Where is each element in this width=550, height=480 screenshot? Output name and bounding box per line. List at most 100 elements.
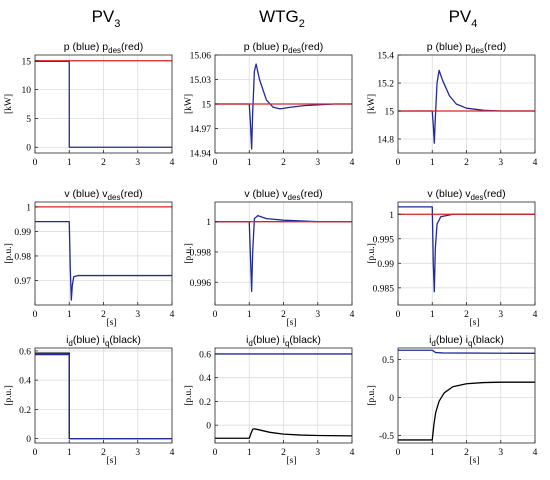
x-tick-label: 0 xyxy=(213,448,218,458)
panel-title-subscript: des xyxy=(471,193,484,202)
panel-title-text: (red) xyxy=(300,188,322,200)
x-tick-label: 0 xyxy=(396,158,401,168)
y-tick-label: 0.995 xyxy=(373,235,395,245)
x-tick-label: 3 xyxy=(135,310,140,320)
series-group xyxy=(215,63,352,150)
chart-panel-8: 0 1 2 3 4 0 0.2 0.4 0.6 id(blue) iq(black) [p.u.] [… xyxy=(184,334,355,466)
y-tick-label: 0 xyxy=(389,394,394,404)
y-axis-label: [p.u.] xyxy=(367,385,377,406)
x-tick-label: 2 xyxy=(281,158,286,168)
panel-title-text: (black) xyxy=(472,334,504,346)
y-tick-label: 0.6 xyxy=(19,347,31,357)
x-tick-label: 3 xyxy=(135,158,140,168)
series-group xyxy=(215,353,352,439)
x-tick-label: 2 xyxy=(101,158,106,168)
x-tick-label: 1 xyxy=(67,158,72,168)
y-tick-label: 0.4 xyxy=(19,377,31,387)
x-tick-label: 3 xyxy=(315,310,320,320)
panel-title-subscript: des xyxy=(471,46,484,55)
x-tick-label: 1 xyxy=(247,448,252,458)
y-axis-label: [kW] xyxy=(184,94,194,114)
panel-title-text: (red) xyxy=(301,41,323,53)
panel-title-subscript: des xyxy=(288,193,301,202)
y-tick-label: 0.996 xyxy=(190,279,212,289)
panel-title: p (blue) pdes(red) xyxy=(427,41,506,55)
panel-title-text: v (blue) v xyxy=(64,188,108,200)
x-tick-label: 1 xyxy=(67,310,72,320)
chart-panel-5: 0 1 2 3 4 0.996 0.998 1 v (blue) vdes(red) [p.u.]… xyxy=(184,188,355,328)
chart-panel-1: 0 1 2 3 4 0 5 10 15 p (blue) pdes(red) [kW] xyxy=(4,41,175,168)
y-tick-label: 10 xyxy=(22,86,32,96)
panel-title-text: (red) xyxy=(120,188,142,200)
column-title-3: PV4 xyxy=(449,7,478,30)
x-tick-label: 2 xyxy=(281,310,286,320)
series-line-1 xyxy=(35,220,172,301)
x-tick-label: 0 xyxy=(396,310,401,320)
series-group xyxy=(398,349,535,441)
panel-title-text: v (blue) v xyxy=(427,188,471,200)
panel-title-text: (red) xyxy=(483,188,505,200)
chart-panel-4: 0 1 2 3 4 0.97 0.98 0.99 1 v (blue) vdes(red) [p.u… xyxy=(4,188,175,328)
x-tick-label: 2 xyxy=(101,310,106,320)
column-title-subscript: 2 xyxy=(299,18,305,30)
y-tick-label: 15 xyxy=(22,57,32,67)
x-tick-label: 0 xyxy=(213,158,218,168)
y-tick-label: 0.97 xyxy=(14,277,31,287)
series-group xyxy=(35,206,172,301)
panel-title-text: p (blue) p xyxy=(244,41,289,53)
x-axis-label: [s] xyxy=(286,318,296,328)
column-title-text: PV xyxy=(449,7,472,26)
panel-title-subscript: q xyxy=(105,339,109,348)
y-tick-label: 15 xyxy=(385,108,395,118)
y-tick-label: 14.97 xyxy=(190,125,212,135)
panel-title-text: i xyxy=(246,334,248,346)
y-tick-label: 15 xyxy=(202,101,212,111)
y-tick-label: 0.2 xyxy=(199,398,211,408)
x-tick-label: 4 xyxy=(533,310,538,320)
y-tick-label: 0.99 xyxy=(377,260,394,270)
panel-title-text: (black) xyxy=(289,334,321,346)
x-tick-label: 3 xyxy=(135,448,140,458)
series-line-1 xyxy=(398,206,535,293)
y-tick-label: 15.2 xyxy=(377,80,394,90)
y-tick-label: 0.2 xyxy=(19,406,31,416)
panel-title-text: (black) xyxy=(109,334,141,346)
y-tick-label: 0.998 xyxy=(190,248,212,258)
series-line-1 xyxy=(398,349,535,354)
x-tick-label: 4 xyxy=(350,158,355,168)
y-tick-label: 0.99 xyxy=(14,228,31,238)
panel-title: p (blue) pdes(red) xyxy=(64,41,143,55)
panel-title-text: (blue) i xyxy=(253,334,285,346)
x-axis-label: [s] xyxy=(106,456,116,466)
column-title-subscript: 4 xyxy=(471,18,477,30)
y-axis-label: [p.u.] xyxy=(4,385,14,406)
x-tick-label: 3 xyxy=(498,448,503,458)
panel-title-text: (blue) i xyxy=(73,334,105,346)
series-line-2 xyxy=(35,353,172,440)
panel-title: id(blue) iq(black) xyxy=(429,334,504,348)
chart-panel-3: 0 1 2 3 4 14.8 15 15.2 15.4 p (blue) pdes(red) [kW… xyxy=(367,41,538,168)
x-axis-label: [s] xyxy=(469,456,479,466)
x-tick-label: 0 xyxy=(213,310,218,320)
y-tick-label: 0.985 xyxy=(373,284,395,294)
x-tick-label: 4 xyxy=(170,448,175,458)
series-group xyxy=(398,69,535,144)
panel-title-text: v (blue) v xyxy=(244,188,288,200)
series-group xyxy=(215,214,352,293)
panel-title-subscript: d xyxy=(431,339,435,348)
y-tick-label: 14.8 xyxy=(377,136,394,146)
x-tick-label: 2 xyxy=(464,310,469,320)
y-tick-label: 15.06 xyxy=(190,52,212,62)
panel-title-subscript: des xyxy=(108,46,121,55)
x-tick-label: 3 xyxy=(498,158,503,168)
y-tick-label: 0.98 xyxy=(14,252,31,262)
y-tick-label: 0 xyxy=(206,422,211,432)
panel-title-text: i xyxy=(429,334,431,346)
y-tick-label: 15.03 xyxy=(190,76,212,86)
panel-title-subscript: des xyxy=(288,46,301,55)
panel-title-text: p (blue) p xyxy=(427,41,472,53)
x-tick-label: 0 xyxy=(33,448,38,458)
series-line-1 xyxy=(215,63,352,150)
y-tick-label: 0.5 xyxy=(382,356,394,366)
